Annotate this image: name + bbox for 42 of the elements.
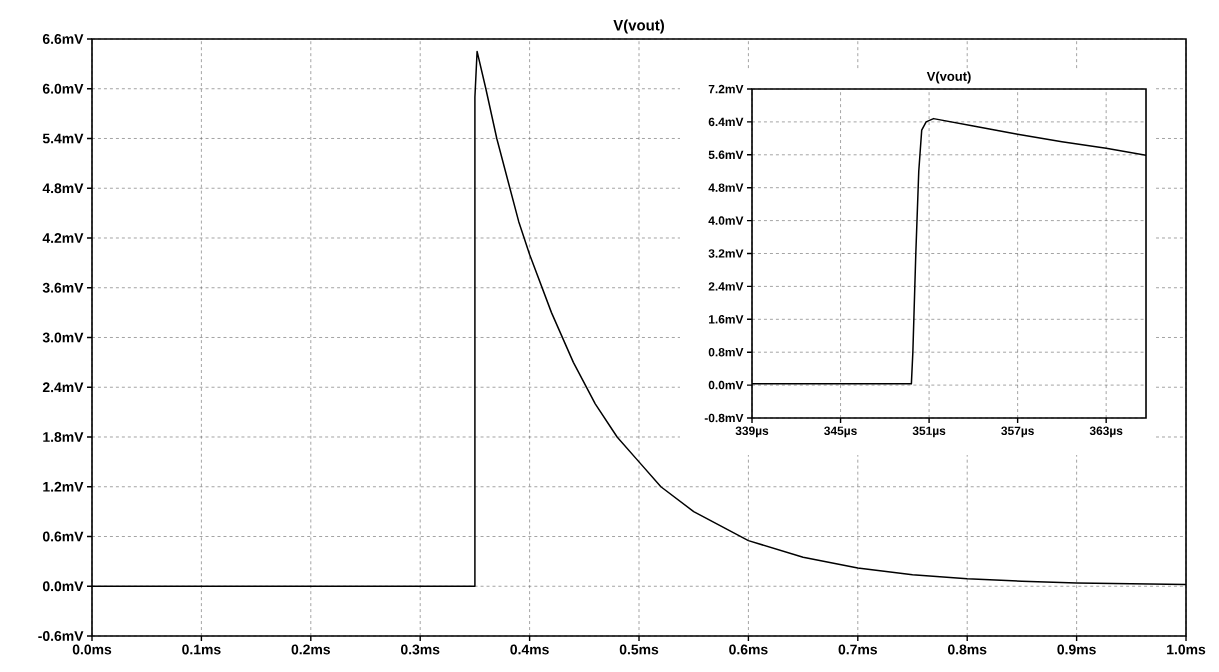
x-tick-label: 351µs bbox=[912, 426, 946, 438]
y-tick-label: 2.4mV bbox=[42, 382, 84, 393]
y-tick-label: 0.8mV bbox=[708, 347, 744, 357]
x-tick-label: 363µs bbox=[1089, 426, 1123, 438]
x-tick-label: 0.3ms bbox=[400, 644, 440, 655]
x-tick-label: 0.1ms bbox=[182, 644, 221, 655]
y-tick-label: 2.4mV bbox=[708, 282, 744, 291]
y-tick-label: 1.6mV bbox=[709, 315, 744, 324]
y-tick-label: 0.0mV bbox=[42, 581, 84, 592]
y-tick-label: 5.6mV bbox=[708, 150, 744, 160]
y-tick-label: 4.8mV bbox=[708, 183, 744, 192]
x-tick-label: 339µs bbox=[735, 426, 769, 438]
y-tick-label: 0.6mV bbox=[42, 531, 84, 542]
x-tick-label: 0.9ms bbox=[1057, 644, 1096, 655]
x-tick-label: 1.0ms bbox=[1167, 644, 1206, 655]
y-tick-label: -0.8mV bbox=[704, 413, 744, 423]
y-tick-label: 6.0mV bbox=[42, 83, 84, 94]
y-tick-label: 5.4mV bbox=[42, 133, 84, 144]
chart-title: V(vout) bbox=[613, 19, 664, 34]
x-tick-label: 0.4ms bbox=[510, 644, 549, 655]
y-tick-label: 6.4mV bbox=[708, 117, 744, 127]
y-tick-label: -0.6mV bbox=[38, 631, 84, 641]
x-tick-label: 0.0ms bbox=[72, 644, 112, 655]
y-tick-label: 4.2mV bbox=[42, 233, 84, 243]
x-tick-label: 0.8ms bbox=[947, 644, 987, 655]
chart-title: V(vout) bbox=[926, 71, 971, 84]
y-tick-label: 4.0mV bbox=[708, 216, 744, 225]
y-tick-label: 0.0mV bbox=[708, 380, 744, 390]
x-tick-label: 345µs bbox=[824, 426, 857, 438]
y-tick-label: 1.8mV bbox=[43, 432, 84, 442]
x-tick-label: 0.6ms bbox=[729, 644, 768, 655]
y-tick-label: 3.2mV bbox=[708, 249, 744, 258]
x-tick-label: 0.7ms bbox=[838, 644, 878, 655]
y-tick-label: 3.0mV bbox=[42, 332, 84, 343]
y-tick-label: 6.6mV bbox=[42, 34, 84, 44]
y-tick-label: 7.2mV bbox=[708, 84, 744, 94]
y-tick-label: 3.6mV bbox=[42, 282, 84, 293]
y-tick-label: 1.2mV bbox=[43, 481, 84, 492]
x-tick-label: 0.2ms bbox=[291, 644, 330, 655]
x-tick-label: 0.5ms bbox=[619, 644, 659, 655]
y-tick-label: 4.8mV bbox=[42, 183, 84, 194]
x-tick-label: 357µs bbox=[1001, 426, 1034, 438]
